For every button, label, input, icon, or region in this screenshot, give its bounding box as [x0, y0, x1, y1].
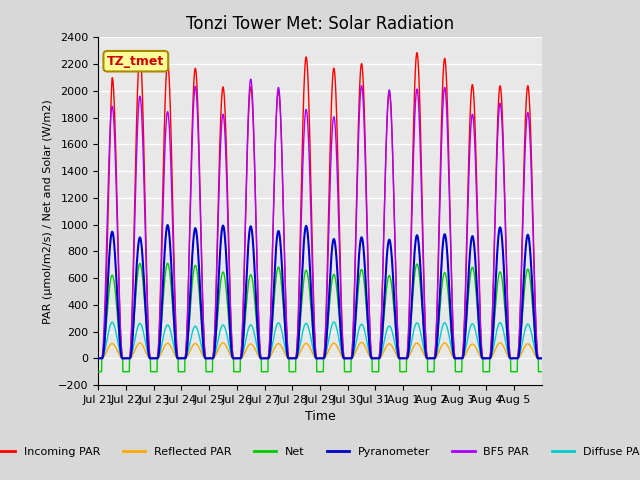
- X-axis label: Time: Time: [305, 410, 335, 423]
- Legend: Incoming PAR, Reflected PAR, Net, Pyranometer, BF5 PAR, Diffuse PAR: Incoming PAR, Reflected PAR, Net, Pyrano…: [0, 443, 640, 462]
- Text: TZ_tmet: TZ_tmet: [108, 55, 164, 68]
- Title: Tonzi Tower Met: Solar Radiation: Tonzi Tower Met: Solar Radiation: [186, 15, 454, 33]
- Y-axis label: PAR (μmol/m2/s) / Net and Solar (W/m2): PAR (μmol/m2/s) / Net and Solar (W/m2): [42, 99, 52, 324]
